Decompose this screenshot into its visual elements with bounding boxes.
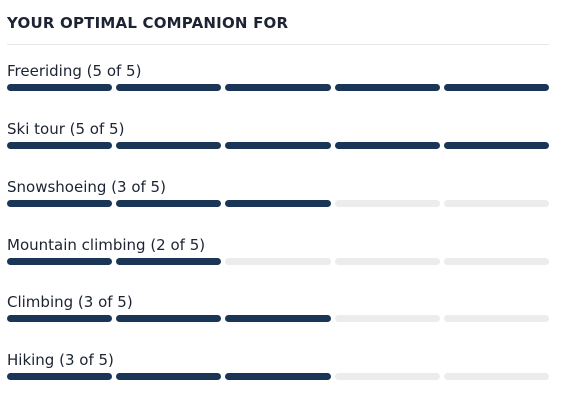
rating-segment-filled: [225, 200, 331, 207]
rating-bar: [7, 315, 550, 322]
rating-segment-filled: [116, 142, 222, 149]
activity-freeriding: Freeriding (5 of 5): [7, 61, 550, 91]
rating-segment-filled: [116, 200, 222, 207]
rating-segment-filled: [116, 84, 222, 91]
activity-label: Hiking (3 of 5): [7, 351, 114, 369]
activity-mountain-climbing: Mountain climbing (2 of 5): [7, 235, 550, 265]
rating-segment-filled: [225, 315, 331, 322]
rating-segment-filled: [443, 84, 550, 91]
activity-label: Ski tour (5 of 5): [7, 120, 125, 138]
rating-bar: [7, 373, 550, 380]
activity-label: Mountain climbing (2 of 5): [7, 236, 206, 254]
rating-segment-empty: [225, 258, 331, 265]
panel-title: YOUR OPTIMAL COMPANION FOR: [7, 14, 289, 32]
activity-ski-tour: Ski tour (5 of 5): [7, 119, 550, 149]
rating-segment-empty: [443, 373, 550, 380]
rating-segment-filled: [334, 142, 440, 149]
rating-segment-filled: [7, 258, 113, 265]
activity-label: Freeriding (5 of 5): [7, 62, 142, 80]
rating-segment-filled: [225, 142, 331, 149]
rating-segment-filled: [334, 84, 440, 91]
rating-segment-empty: [443, 200, 550, 207]
rating-segment-filled: [116, 373, 222, 380]
rating-segment-filled: [225, 373, 331, 380]
rating-segment-filled: [7, 84, 113, 91]
rating-bar: [7, 142, 550, 149]
rating-segment-empty: [443, 258, 550, 265]
rating-bar: [7, 200, 550, 207]
rating-segment-filled: [116, 315, 222, 322]
rating-segment-empty: [334, 258, 440, 265]
rating-segment-empty: [334, 315, 440, 322]
activity-label: Climbing (3 of 5): [7, 293, 133, 311]
rating-bar: [7, 84, 550, 91]
rating-segment-filled: [116, 258, 222, 265]
divider: [7, 44, 549, 45]
activity-snowshoeing: Snowshoeing (3 of 5): [7, 177, 550, 207]
rating-segment-filled: [7, 373, 113, 380]
rating-segment-empty: [443, 315, 550, 322]
rating-segment-empty: [334, 200, 440, 207]
activity-hiking: Hiking (3 of 5): [7, 350, 550, 380]
activity-climbing: Climbing (3 of 5): [7, 292, 550, 322]
rating-segment-filled: [7, 200, 113, 207]
rating-segment-empty: [334, 373, 440, 380]
rating-segment-filled: [7, 142, 113, 149]
rating-bar: [7, 258, 550, 265]
activity-label: Snowshoeing (3 of 5): [7, 178, 166, 196]
rating-segment-filled: [225, 84, 331, 91]
rating-segment-filled: [7, 315, 113, 322]
rating-segment-filled: [443, 142, 550, 149]
